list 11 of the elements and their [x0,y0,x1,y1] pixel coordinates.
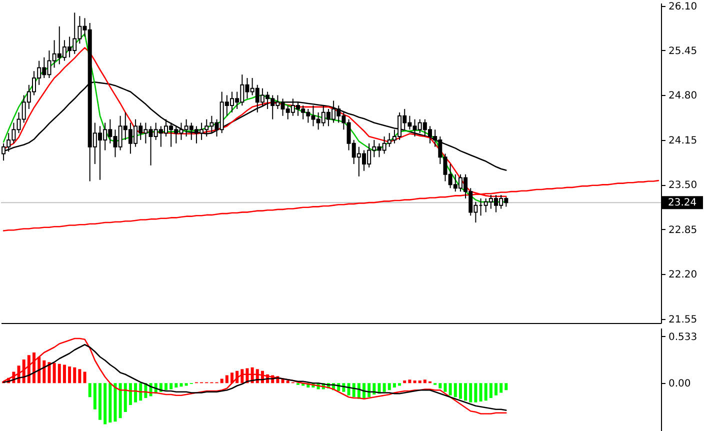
ref-line-label: 23.24 [668,198,697,209]
y-tick-label: 25.45 [668,46,698,57]
y-tick-label: 24.15 [668,135,698,146]
y-tick-label: 24.80 [668,90,698,102]
y-tick-label: 26.10 [668,1,698,12]
y-tick-label: 22.85 [668,224,698,236]
y-tick-label: 0.00 [668,378,691,390]
y-tick-label: 23.50 [668,180,698,192]
y-tick-label: 21.55 [668,314,698,326]
y-tick-label: 22.20 [668,270,698,281]
y-tick-label: 0.533 [668,332,698,343]
